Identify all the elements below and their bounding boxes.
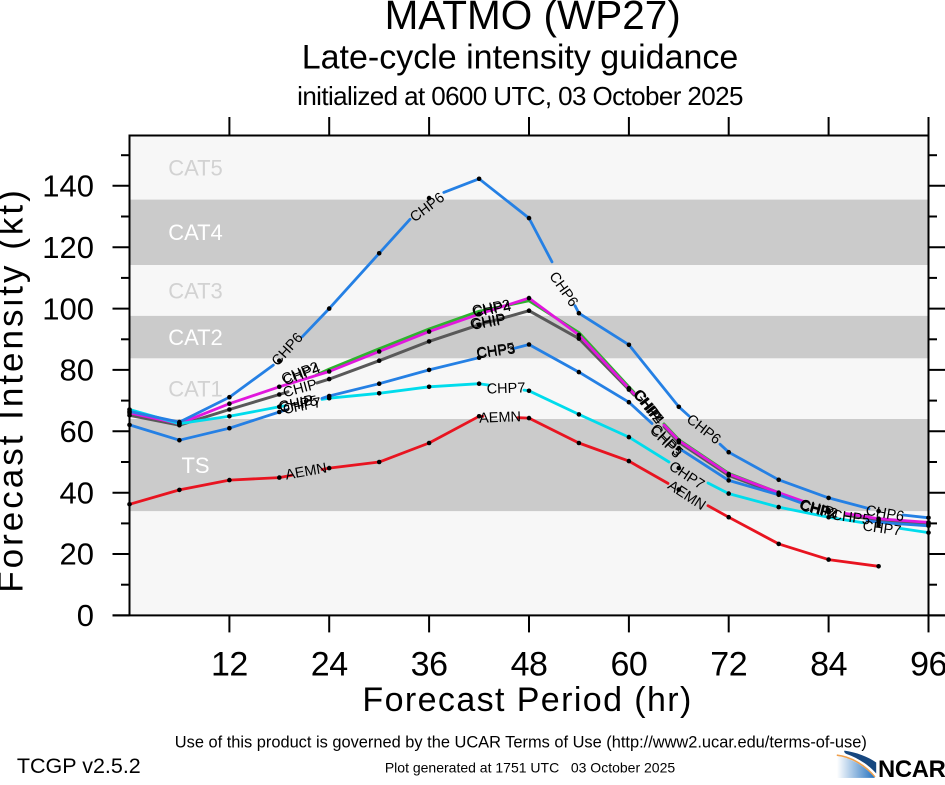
svg-text:GHIP: GHIP — [277, 392, 315, 415]
svg-text:20: 20 — [60, 537, 94, 572]
svg-text:CHP7: CHP7 — [486, 380, 525, 397]
svg-text:CHP5: CHP5 — [278, 393, 319, 417]
svg-text:CAT5: CAT5 — [168, 155, 223, 180]
svg-text:NCAR: NCAR — [878, 756, 945, 780]
svg-text:TCGP v2.5.2: TCGP v2.5.2 — [17, 754, 141, 778]
svg-text:MATMO (WP27): MATMO (WP27) — [385, 0, 681, 38]
svg-text:48: 48 — [511, 646, 548, 684]
svg-text:CAT2: CAT2 — [168, 325, 223, 350]
svg-text:initialized at 0600 UTC, 03 Oc: initialized at 0600 UTC, 03 October 2025 — [297, 81, 743, 111]
svg-text:CHP4: CHP4 — [472, 299, 513, 321]
svg-text:AEMN: AEMN — [479, 409, 521, 426]
svg-text:0: 0 — [77, 598, 94, 633]
svg-text:CAT3: CAT3 — [168, 278, 223, 303]
svg-text:CHP5: CHP5 — [831, 507, 872, 528]
svg-text:12: 12 — [211, 646, 248, 684]
svg-text:Plot generated at 1751 UTC 0: Plot generated at 1751 UTC 03 October 20… — [385, 760, 676, 776]
svg-text:120: 120 — [42, 230, 94, 265]
svg-text:40: 40 — [60, 475, 94, 510]
svg-text:Forecast Period (hr): Forecast Period (hr) — [362, 681, 692, 719]
svg-text:CAT4: CAT4 — [168, 220, 223, 245]
svg-text:TS: TS — [181, 453, 209, 478]
svg-text:CHP3: CHP3 — [476, 341, 517, 362]
svg-text:140: 140 — [42, 169, 94, 204]
svg-text:Late-cycle intensity guidance: Late-cycle intensity guidance — [302, 38, 739, 76]
svg-text:AEMN: AEMN — [284, 460, 328, 483]
svg-text:60: 60 — [610, 646, 647, 684]
svg-text:84: 84 — [810, 646, 847, 684]
svg-text:CHP7: CHP7 — [282, 395, 323, 418]
svg-text:GHIP: GHIP — [469, 311, 507, 333]
svg-text:60: 60 — [60, 414, 94, 449]
svg-text:CHP2: CHP2 — [471, 297, 512, 319]
svg-text:CAT1: CAT1 — [168, 377, 223, 402]
svg-text:Forecast Intensity (kt): Forecast Intensity (kt) — [0, 187, 30, 592]
svg-text:80: 80 — [60, 353, 94, 388]
svg-text:96: 96 — [910, 646, 945, 684]
svg-text:100: 100 — [42, 291, 94, 326]
svg-text:CHP7: CHP7 — [862, 518, 903, 539]
svg-text:24: 24 — [311, 646, 348, 684]
svg-text:CHIP: CHIP — [470, 312, 507, 334]
svg-text:Use of this product is governe: Use of this product is governed by the U… — [175, 734, 867, 752]
svg-text:72: 72 — [710, 646, 747, 684]
svg-text:CHP5: CHP5 — [475, 340, 516, 361]
svg-text:36: 36 — [411, 646, 448, 684]
svg-text:CHP6: CHP6 — [864, 503, 905, 525]
